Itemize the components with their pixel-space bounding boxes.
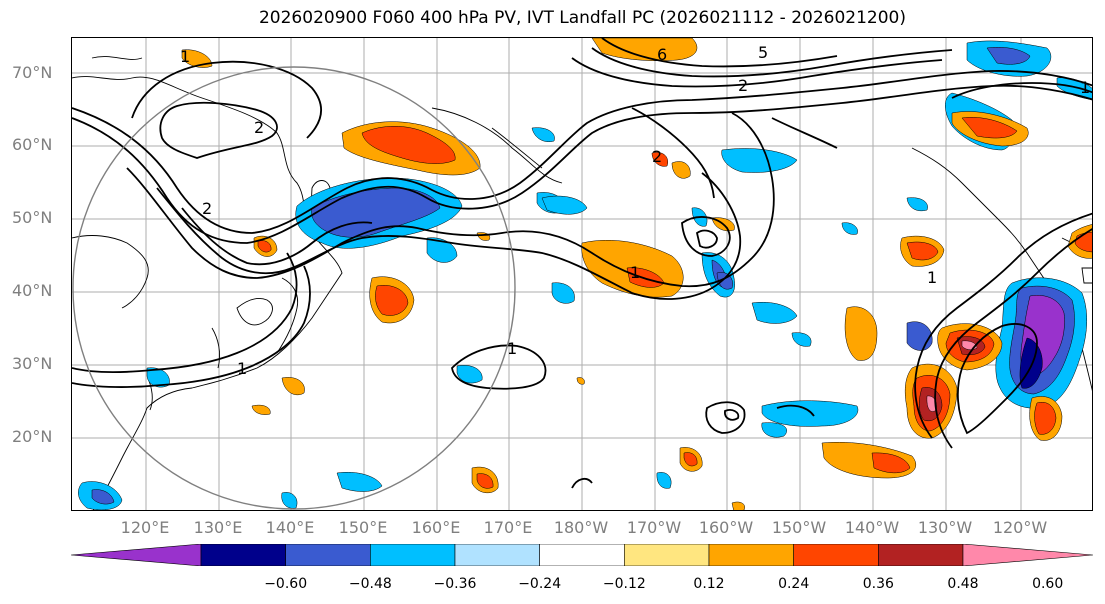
colorbar-tick-label: 0.12 [693,576,725,592]
lat-label-30n: 30°N [12,354,53,373]
colorbar-segment [285,544,371,566]
colorbar-segment [708,544,794,566]
lon-label-130w: 130°W [917,518,973,537]
colorbar-tick-label: 0.24 [778,576,810,592]
pv-contours [72,38,1092,489]
contour-label: 2 [738,76,748,95]
graticule [72,38,1092,510]
contour-label: 1 [927,268,937,287]
lon-label-120w: 120°W [992,518,1048,537]
region-circle [72,66,516,510]
lon-label-120e: 120°E [120,518,170,537]
colorbar-segment [539,544,625,566]
lon-label-160w: 160°W [698,518,754,537]
colorbar-tick-label: 0.36 [862,576,894,592]
map-title: 2026020900 F060 400 hPa PV, IVT Landfall… [258,8,906,28]
contour-label: 1 [180,47,190,66]
colorbar-segment [793,544,879,566]
lon-label-150e: 150°E [338,518,388,537]
colorbar-tick-label: −0.12 [602,576,646,592]
colorbar-tick-label: −0.36 [433,576,477,592]
map-canvas: 1 2 6 5 2 2 2 1 1 1 1 1 [72,38,1092,510]
lat-label-60n: 60°N [12,135,53,154]
colorbar-segment [878,544,964,566]
contour-label: 1 [630,263,640,282]
lat-label-40n: 40°N [12,281,53,300]
lon-label-170w: 170°W [626,518,682,537]
contour-label: 2 [202,199,212,218]
colorbar-segment [200,544,286,566]
colorbar-segment [71,544,202,566]
contour-labels: 1 2 6 5 2 2 2 1 1 1 1 1 [180,43,1090,378]
contour-label: 2 [254,118,264,137]
colorbar-tick-label: −0.60 [264,576,308,592]
colorbar-segment [454,544,540,566]
colorbar [71,544,1093,566]
lon-label-140w: 140°W [844,518,900,537]
lon-label-170e: 170°E [483,518,533,537]
lon-label-140e: 140°E [265,518,315,537]
contour-label: 6 [657,45,667,64]
colorbar-tick-label: 0.60 [1032,576,1064,592]
contour-label: 1 [507,339,517,358]
lat-label-70n: 70°N [12,63,53,82]
lat-label-20n: 20°N [12,427,53,446]
contour-label: 1 [237,359,247,378]
contour-label: 1 [1080,78,1090,97]
lon-label-160e: 160°E [411,518,461,537]
lon-label-130e: 130°E [193,518,243,537]
colorbar-segment [370,544,456,566]
map-panel: 1 2 6 5 2 2 2 1 1 1 1 1 [71,37,1093,511]
contour-label: 5 [758,43,768,62]
colorbar-segment [962,544,1093,566]
colorbar-tick-label: −0.24 [518,576,562,592]
colorbar-tick-label: 0.48 [947,576,979,592]
lon-label-150w: 150°W [771,518,827,537]
lon-label-180w: 180°W [553,518,609,537]
contour-label: 2 [652,147,662,166]
lat-label-50n: 50°N [12,208,53,227]
ivt-negative-anomalies [78,40,1092,510]
ivt-positive-anomalies [181,38,1092,510]
colorbar-tick-label: −0.48 [348,576,392,592]
colorbar-segment [624,544,710,566]
